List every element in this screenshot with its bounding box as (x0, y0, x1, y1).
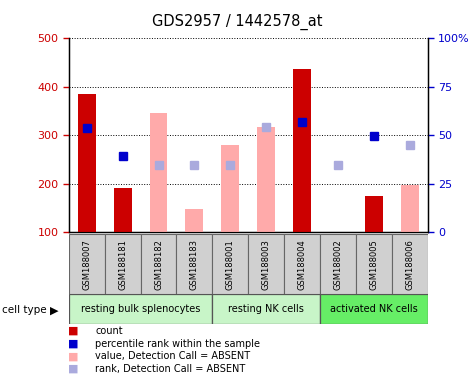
Bar (320, 294, 428, 324)
Text: GDS2957 / 1442578_at: GDS2957 / 1442578_at (152, 13, 323, 30)
Text: resting bulk splenocytes: resting bulk splenocytes (81, 304, 200, 314)
Text: GSM188001: GSM188001 (226, 239, 235, 290)
Bar (150, 113, 168, 232)
Text: GSM188183: GSM188183 (190, 239, 199, 290)
Text: resting NK cells: resting NK cells (228, 304, 304, 314)
Bar (257, 127, 275, 232)
Bar (284, 234, 320, 294)
Bar (400, 185, 418, 232)
Bar (69, 294, 212, 324)
Text: GSM188005: GSM188005 (369, 239, 378, 290)
Text: rank, Detection Call = ABSENT: rank, Detection Call = ABSENT (95, 364, 245, 374)
Text: ■: ■ (68, 351, 79, 361)
Text: GSM188004: GSM188004 (297, 239, 306, 290)
Bar (114, 188, 132, 232)
Text: GSM188003: GSM188003 (262, 239, 271, 290)
Text: count: count (95, 326, 123, 336)
Bar (392, 234, 428, 294)
Text: ■: ■ (68, 326, 79, 336)
Bar (185, 209, 203, 232)
Text: GSM188002: GSM188002 (333, 239, 342, 290)
Bar (212, 294, 320, 324)
Text: GSM188007: GSM188007 (82, 239, 91, 290)
Bar (177, 234, 212, 294)
Text: cell type: cell type (2, 305, 47, 315)
Text: activated NK cells: activated NK cells (330, 304, 418, 314)
Bar (293, 69, 311, 232)
Text: value, Detection Call = ABSENT: value, Detection Call = ABSENT (95, 351, 250, 361)
Bar (365, 196, 383, 232)
Bar (105, 234, 141, 294)
Bar (69, 234, 105, 294)
Bar (212, 234, 248, 294)
Bar (141, 234, 177, 294)
Text: ■: ■ (68, 364, 79, 374)
Text: GSM188181: GSM188181 (118, 239, 127, 290)
Text: ■: ■ (68, 339, 79, 349)
Text: GSM188182: GSM188182 (154, 239, 163, 290)
Bar (221, 145, 239, 232)
Text: ▶: ▶ (50, 305, 59, 315)
Bar (78, 94, 96, 232)
Text: percentile rank within the sample: percentile rank within the sample (95, 339, 260, 349)
Bar (320, 234, 356, 294)
Bar (248, 234, 284, 294)
Bar (356, 234, 392, 294)
Text: GSM188006: GSM188006 (405, 239, 414, 290)
